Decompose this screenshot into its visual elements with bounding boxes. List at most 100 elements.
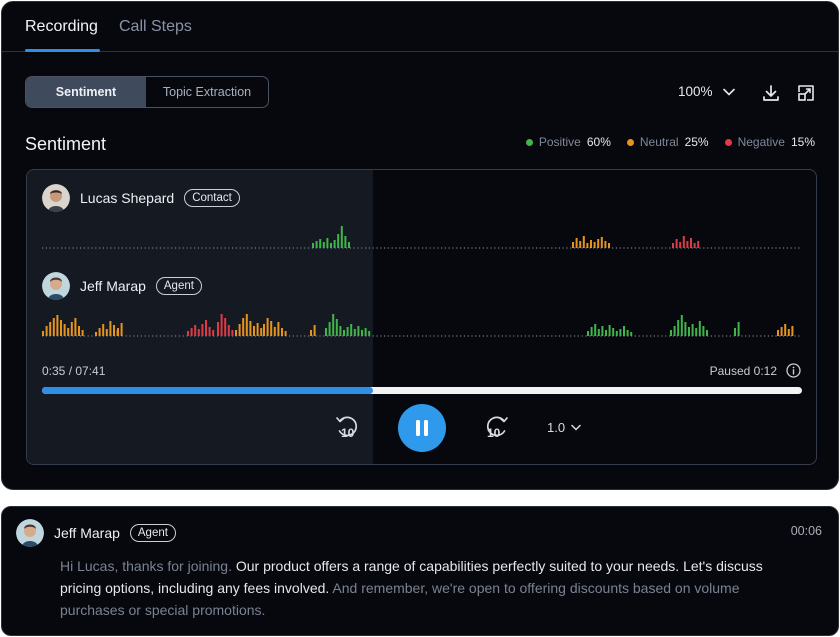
waveform-bar [734, 328, 736, 336]
waveform-bar [81, 330, 84, 336]
audio-player: Lucas Shepard Contact Jeff Marap Agent 0… [26, 169, 817, 465]
waveform-bar [120, 323, 123, 336]
transcript-segment: Our product offers a range of capabiliti… [60, 558, 763, 596]
waveform-bar [109, 321, 112, 336]
info-icon[interactable] [786, 363, 801, 378]
waveform-bar [78, 326, 80, 336]
playback-speed-select[interactable]: 1.0 [547, 420, 581, 435]
waveform-bar [590, 327, 593, 336]
waveform-bar [256, 323, 259, 336]
waveform-bar [266, 318, 269, 336]
waveform-bar [702, 326, 705, 336]
pause-status: Paused 0:12 [710, 363, 801, 378]
waveform-bar [333, 240, 336, 248]
legend-label: Positive [538, 135, 581, 149]
waveform-bar [339, 326, 342, 336]
waveform-bar [197, 329, 200, 336]
waveform-bar [224, 318, 227, 336]
waveform-bar [242, 318, 245, 336]
waveform-bar [231, 330, 234, 336]
waveform-bar [605, 330, 607, 336]
waveform-bar [626, 330, 629, 336]
waveform-bar [572, 242, 574, 248]
waveform-bar [113, 325, 115, 336]
rewind-10-button[interactable]: 10 [335, 414, 363, 444]
waveform-bar [194, 325, 197, 336]
waveform-bar [706, 330, 708, 336]
forward-10-button[interactable]: 10 [481, 414, 509, 444]
speed-value: 1.0 [547, 420, 566, 435]
transcript-segment: Hi Lucas, thanks for joining. [60, 558, 236, 574]
progress-fill [42, 387, 373, 394]
waveform-bar [205, 320, 207, 336]
contact-sentiment-waveform [42, 226, 802, 249]
elapsed-time: 0:35 / 07:41 [42, 364, 106, 378]
waveform-bar [312, 243, 314, 248]
waveform-bar [575, 238, 578, 248]
waveform-bar [604, 241, 607, 248]
avatar [42, 272, 70, 300]
legend-neutral: Neutral 25% [626, 135, 709, 149]
waveform-bar [688, 327, 690, 336]
waveform-bar [253, 326, 255, 336]
agent-sentiment-waveform [42, 314, 802, 337]
paused-time: Paused 0:12 [709, 363, 777, 378]
pause-button[interactable] [398, 404, 446, 452]
waveform-bar [686, 241, 689, 248]
recording-panel: Recording Call Steps Sentiment Topic Ext… [1, 1, 839, 490]
waveform-bar [346, 327, 349, 336]
sentiment-legend: Positive 60% Neutral 25% Negative 15% [525, 135, 815, 149]
sentiment-toggle-button[interactable]: Sentiment [26, 77, 146, 107]
waveform-bar [56, 315, 59, 336]
waveform-bar [597, 239, 600, 248]
download-button[interactable] [760, 82, 782, 104]
waveform-bar [277, 322, 280, 336]
waveform-bar [590, 240, 592, 248]
waveform-bar [217, 322, 219, 336]
speaker-name: Lucas Shepard [80, 190, 175, 206]
role-badge: Agent [129, 524, 176, 542]
rewind-icon [336, 416, 358, 437]
waveform-bar [284, 331, 287, 336]
role-badge: Agent [155, 277, 202, 295]
waveform-bar [326, 238, 329, 248]
zoom-select[interactable]: 100% [678, 84, 735, 99]
waveform-bar [281, 328, 283, 336]
waveform-bar [187, 331, 189, 336]
pause-icon [416, 420, 428, 436]
waveform-bar [201, 324, 204, 336]
waveform-bar [117, 328, 119, 336]
waveform-bar [227, 325, 230, 336]
waveform-bar [270, 321, 273, 336]
rewind-seconds: 10 [341, 426, 355, 440]
view-toggle: Sentiment Topic Extraction [25, 76, 269, 108]
waveform-bar [95, 332, 97, 336]
waveform-bar [612, 328, 615, 336]
legend-value: 15% [790, 135, 815, 149]
tab-call-steps[interactable]: Call Steps [119, 18, 192, 35]
waveform-bar [586, 243, 589, 248]
expand-button[interactable] [795, 82, 817, 104]
legend-value: 60% [586, 135, 611, 149]
waveform-bar [680, 315, 683, 336]
progress-bar[interactable] [42, 387, 802, 394]
waveform-bar [330, 243, 332, 248]
tab-bar: Recording Call Steps [2, 2, 838, 52]
topic-extraction-toggle-button[interactable]: Topic Extraction [162, 85, 252, 99]
played-region [27, 170, 373, 464]
waveform-bar [579, 241, 582, 248]
waveform-bar [332, 314, 335, 336]
waveform-bar [344, 236, 347, 248]
waveform-bar [357, 326, 360, 336]
waveform-bar [60, 320, 62, 336]
tab-recording[interactable]: Recording [25, 18, 98, 35]
waveform-bar [315, 241, 318, 248]
waveform-bar [672, 243, 674, 248]
waveform-bar [623, 326, 625, 336]
waveform-bar [335, 319, 338, 336]
waveform-bar [325, 328, 327, 336]
sentiment-heading: Sentiment [25, 134, 107, 154]
chevron-down-icon [571, 424, 581, 431]
role-badge: Contact [184, 189, 240, 207]
waveform-bar [679, 242, 682, 248]
